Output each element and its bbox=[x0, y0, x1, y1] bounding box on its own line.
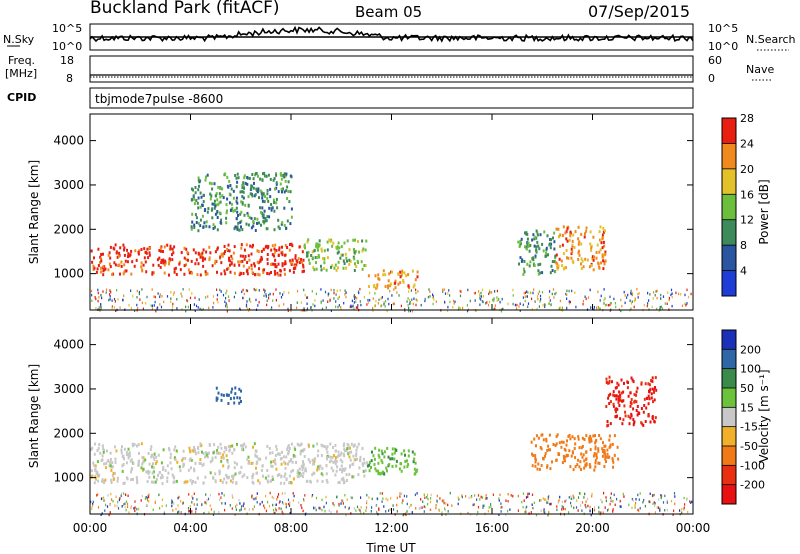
x-tick-label-6: 00:00 bbox=[676, 521, 711, 535]
velocity-colorbar-seg-2 bbox=[722, 368, 736, 388]
nsearch-label: N.Search bbox=[746, 33, 796, 46]
power-colorbar-seg-5 bbox=[722, 143, 736, 169]
velocity-colorbar-tick-2: 50 bbox=[740, 382, 754, 395]
power-region-2 bbox=[367, 269, 419, 290]
velocity-colorbar-tick-6: -100 bbox=[740, 459, 765, 472]
power-colorbar-tick-4: 20 bbox=[740, 163, 754, 176]
freq-left-top: 18 bbox=[60, 54, 74, 67]
power-colorbar-tick-1: 8 bbox=[740, 239, 747, 252]
x-axis-label: Time UT bbox=[365, 541, 416, 554]
x-tick-label-2: 08:00 bbox=[274, 521, 309, 535]
velocity-colorbar-seg-1 bbox=[722, 349, 736, 369]
power-ytick-label-0: 1000 bbox=[53, 267, 84, 281]
power-colorbar-seg-4 bbox=[722, 168, 736, 195]
velocity-region-1 bbox=[366, 446, 419, 476]
power-colorbar-tick-2: 12 bbox=[740, 214, 754, 227]
velocity-ytick-label-2: 3000 bbox=[53, 382, 84, 396]
beam-label: Beam 05 bbox=[355, 3, 422, 21]
power-panel: 1000 2000 3000 4000 Slant Range [km] 4 8 12 16… bbox=[27, 112, 771, 313]
velocity-y-axis-label: Slant Range [km] bbox=[27, 364, 41, 468]
nsky-panel: N.Sky 10^5 10^0 10^5 10^0 N.Search bbox=[3, 22, 796, 53]
velocity-colorbar-seg-6 bbox=[722, 446, 736, 466]
power-region-5 bbox=[555, 225, 607, 272]
velocity-ytick-label-0: 1000 bbox=[53, 471, 84, 485]
nave-label: Nave bbox=[746, 63, 774, 76]
x-tick-label-0: 00:00 bbox=[73, 521, 108, 535]
x-tick-label-3: 12:00 bbox=[374, 521, 409, 535]
velocity-colorbar-tick-4: -15 bbox=[740, 421, 758, 434]
power-region-4 bbox=[517, 229, 557, 276]
nsky-left-bottom: 10^0 bbox=[52, 40, 82, 53]
power-ytick-label-2: 3000 bbox=[53, 178, 84, 192]
power-y-axis-label: Slant Range [km] bbox=[27, 160, 41, 264]
x-tick-label-5: 20:00 bbox=[575, 521, 610, 535]
velocity-colorbar-tick-7: -200 bbox=[740, 479, 765, 492]
cpid-label: CPID bbox=[7, 91, 36, 104]
x-tick-label-4: 16:00 bbox=[475, 521, 510, 535]
power-colorbar-seg-2 bbox=[722, 219, 736, 246]
velocity-region-0 bbox=[90, 442, 369, 486]
nave-right-bottom: 0 bbox=[708, 72, 715, 85]
power-colorbar-seg-6 bbox=[722, 118, 736, 144]
power-region-3 bbox=[190, 171, 293, 233]
velocity-panel: 1000 2000 3000 4000 00:00 04:00 08:00 12:00 16:… bbox=[27, 114, 771, 554]
freq-left-bottom: 8 bbox=[66, 72, 73, 85]
velocity-colorbar-seg-0 bbox=[722, 330, 736, 350]
nsky-right-top: 10^5 bbox=[708, 22, 738, 35]
velocity-colorbar-seg-5 bbox=[722, 426, 736, 446]
nsky-left-top: 10^5 bbox=[52, 22, 82, 35]
freq-label: Freq. bbox=[8, 54, 35, 67]
nsky-right-bottom: 10^0 bbox=[708, 40, 738, 53]
freq-unit: [MHz] bbox=[5, 67, 37, 80]
power-colorbar: 4 8 12 16 20 24 28 bbox=[721, 112, 754, 297]
nave-right-top: 60 bbox=[708, 54, 722, 67]
velocity-colorbar-seg-7 bbox=[722, 465, 736, 485]
power-colorbar-seg-3 bbox=[722, 194, 736, 220]
power-colorbar-tick-0: 4 bbox=[740, 265, 747, 278]
date-label: 07/Sep/2015 bbox=[588, 2, 690, 21]
velocity-ytick-label-1: 2000 bbox=[53, 426, 84, 440]
power-ytick-label-1: 2000 bbox=[53, 222, 84, 236]
power-region-0 bbox=[90, 242, 306, 277]
velocity-data-layer bbox=[90, 375, 693, 517]
power-colorbar-label: Power [dB] bbox=[757, 179, 771, 244]
velocity-colorbar-seg-4 bbox=[722, 407, 736, 427]
velocity-colorbar: 200 100 50 15 -15 -50 -100 -200 bbox=[721, 329, 765, 505]
power-region-1 bbox=[303, 238, 368, 272]
velocity-region-2 bbox=[215, 386, 242, 405]
freq-panel: Freq. [MHz] 18 8 60 0 Nave bbox=[5, 54, 774, 85]
power-colorbar-tick-5: 24 bbox=[740, 137, 754, 150]
velocity-colorbar-seg-3 bbox=[722, 388, 736, 408]
power-colorbar-seg-1 bbox=[722, 245, 736, 271]
power-colorbar-tick-3: 16 bbox=[740, 188, 754, 201]
velocity-colorbar-tick-3: 15 bbox=[740, 401, 754, 414]
power-ytick-label-3: 4000 bbox=[53, 134, 84, 148]
x-tick-label-1: 04:00 bbox=[173, 521, 208, 535]
cpid-text: tbjmode7pulse -8600 bbox=[95, 92, 223, 106]
velocity-region-3 bbox=[530, 433, 620, 472]
power-colorbar-seg-0 bbox=[722, 270, 736, 296]
station-title: Buckland Park (fitACF) bbox=[90, 0, 280, 18]
power-colorbar-tick-6: 28 bbox=[740, 112, 754, 125]
velocity-colorbar-tick-5: -50 bbox=[740, 440, 758, 453]
velocity-region-4 bbox=[605, 375, 658, 428]
velocity-colorbar-tick-0: 200 bbox=[740, 343, 761, 356]
cpid-panel: CPID tbjmode7pulse -8600 bbox=[7, 87, 694, 109]
velocity-colorbar-tick-1: 100 bbox=[740, 363, 761, 376]
velocity-colorbar-seg-8 bbox=[722, 484, 736, 504]
nsky-trace bbox=[89, 25, 694, 43]
velocity-colorbar-label: Velocity [m s⁻¹] bbox=[757, 369, 771, 462]
nsky-label: N.Sky bbox=[3, 33, 35, 46]
velocity-ytick-label-3: 4000 bbox=[53, 338, 84, 352]
